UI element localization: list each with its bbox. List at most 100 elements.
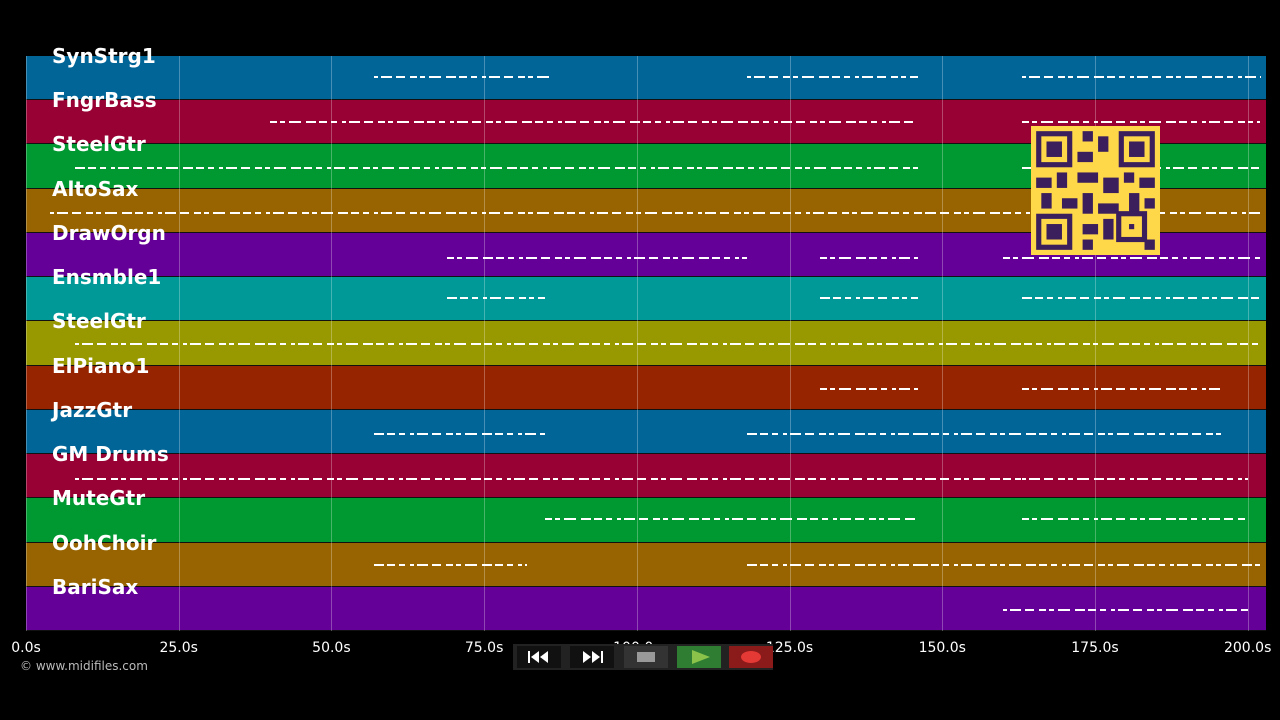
note — [1226, 76, 1233, 79]
note — [417, 563, 429, 566]
note — [879, 563, 886, 566]
note — [1021, 387, 1029, 390]
note — [1112, 297, 1125, 300]
note — [374, 432, 385, 435]
note — [1201, 518, 1206, 521]
lane-separator — [26, 364, 1266, 366]
note — [1003, 257, 1011, 260]
fast-forward-button[interactable] — [570, 646, 614, 668]
note — [1053, 342, 1065, 345]
note — [1070, 518, 1079, 521]
note — [712, 121, 718, 124]
note — [1068, 432, 1080, 435]
note — [554, 211, 565, 214]
note — [806, 211, 811, 214]
note — [722, 478, 727, 481]
note — [1057, 121, 1068, 124]
note — [362, 478, 373, 481]
note — [508, 257, 515, 260]
note — [747, 166, 754, 169]
note — [1106, 478, 1115, 481]
note — [643, 121, 652, 124]
lane-separator — [26, 187, 1266, 189]
note — [466, 257, 479, 260]
note — [777, 478, 790, 481]
note — [1118, 342, 1129, 345]
note — [1040, 387, 1053, 390]
note — [942, 563, 949, 566]
note — [889, 121, 901, 124]
note — [890, 432, 895, 435]
note — [396, 76, 406, 79]
play-button[interactable] — [677, 646, 721, 668]
note — [555, 257, 563, 260]
note — [504, 211, 514, 214]
note — [689, 518, 700, 521]
track-label: BariSax — [52, 574, 139, 599]
grid-line — [26, 56, 27, 631]
record-icon — [729, 646, 773, 668]
note — [1035, 342, 1042, 345]
note — [594, 121, 602, 124]
note — [869, 518, 877, 521]
note — [518, 76, 526, 79]
stop-button[interactable] — [624, 646, 668, 668]
note — [1151, 478, 1161, 481]
note — [953, 211, 961, 214]
note — [963, 478, 969, 481]
note — [1092, 342, 1098, 345]
note — [362, 166, 370, 169]
note — [1129, 121, 1137, 124]
note — [542, 166, 547, 169]
note — [1046, 342, 1051, 345]
note — [1139, 121, 1145, 124]
note — [747, 518, 757, 521]
note — [213, 211, 226, 214]
note — [267, 478, 276, 481]
note — [254, 166, 262, 169]
note — [903, 211, 910, 214]
note — [1146, 432, 1155, 435]
note — [1139, 387, 1145, 390]
record-button[interactable] — [729, 646, 773, 668]
note — [696, 166, 702, 169]
note — [319, 121, 328, 124]
note — [525, 563, 527, 566]
note — [86, 211, 94, 214]
note — [960, 342, 970, 345]
note — [702, 518, 711, 521]
note — [345, 478, 358, 481]
note — [1093, 478, 1104, 481]
note — [660, 478, 666, 481]
note — [1205, 563, 1213, 566]
note — [336, 478, 342, 481]
note — [867, 563, 876, 566]
note — [1107, 563, 1113, 566]
note — [159, 478, 168, 481]
note — [528, 76, 534, 79]
note — [434, 342, 442, 345]
note — [273, 211, 285, 214]
note — [480, 166, 486, 169]
note — [1118, 478, 1125, 481]
note — [1088, 608, 1097, 611]
rewind-button[interactable] — [517, 646, 561, 668]
note — [819, 342, 826, 345]
note — [399, 432, 406, 435]
note — [228, 478, 234, 481]
note — [890, 76, 898, 79]
note — [204, 478, 214, 481]
note — [759, 432, 768, 435]
note — [711, 342, 718, 345]
note — [362, 342, 373, 345]
note — [1175, 76, 1181, 79]
note — [1034, 297, 1043, 300]
note — [273, 166, 286, 169]
note — [650, 342, 658, 345]
note — [822, 518, 829, 521]
note — [591, 342, 600, 345]
note — [1158, 432, 1165, 435]
note — [1070, 121, 1079, 124]
note — [496, 121, 502, 124]
note — [866, 478, 874, 481]
